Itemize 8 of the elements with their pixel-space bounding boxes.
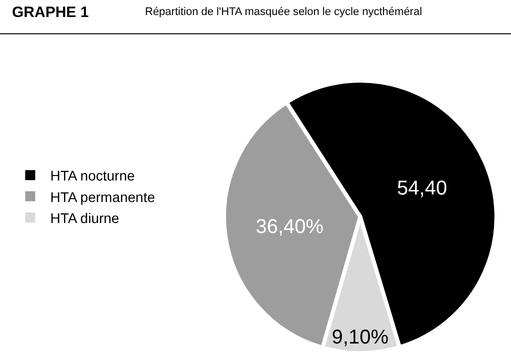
legend-label: HTA nocturne — [50, 168, 135, 184]
data-label: 36,40% — [256, 216, 324, 238]
data-label: 54,40 — [397, 177, 448, 200]
legend-label: HTA diurne — [50, 210, 120, 226]
data-label: 9,10% — [332, 326, 389, 348]
legend-label: HTA permanente — [50, 188, 156, 205]
chart-title: GRAPHE 1 — [12, 4, 89, 21]
chart-subtitle: Répartition de l'HTA masquée selon le cycle nycthéméral — [145, 6, 422, 18]
